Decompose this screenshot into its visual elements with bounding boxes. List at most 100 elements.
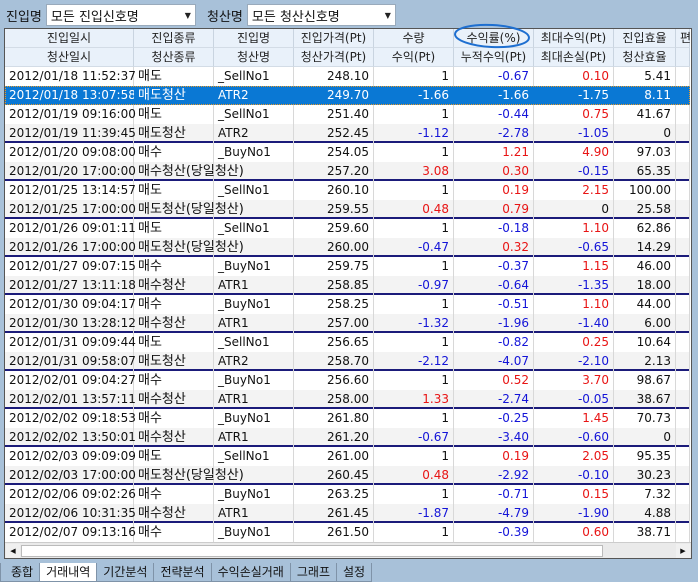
table-cell: -2.12 bbox=[374, 352, 454, 371]
table-cell: 2012/01/25 17:00:00 bbox=[5, 200, 136, 219]
table-cell: 매도 bbox=[134, 447, 214, 466]
table-cell: 0.15 bbox=[534, 485, 614, 504]
table-cell: 매도 bbox=[134, 105, 214, 124]
column-header[interactable]: 청산일시 bbox=[5, 48, 134, 67]
table-cell: _BuyNo1 bbox=[214, 143, 294, 162]
column-header[interactable]: 청산효율 bbox=[614, 48, 676, 67]
table-cell: 261.00 bbox=[294, 447, 374, 466]
table-cell: -4.07 bbox=[454, 352, 534, 371]
table-cell-partial bbox=[676, 200, 690, 219]
table-row[interactable]: 2012/02/03 09:09:09 매도 _SellNo1 261.00 1 0.19… bbox=[5, 447, 690, 466]
table-cell: -2.92 bbox=[454, 466, 534, 485]
table-row[interactable]: 2012/01/25 13:14:57 매도 _SellNo1 260.10 1 0.19… bbox=[5, 181, 690, 200]
column-header[interactable]: 수익(Pt) bbox=[374, 48, 454, 67]
table-row[interactable]: 2012/02/06 09:02:26 매수 _BuyNo1 263.25 1 -0.71… bbox=[5, 485, 690, 504]
table-cell: 260.45 bbox=[294, 466, 374, 485]
table-cell: -1.66 bbox=[454, 86, 534, 105]
table-cell-partial bbox=[676, 162, 690, 181]
table-row[interactable]: 2012/01/31 09:09:44 매도 _SellNo1 256.65 1 -0.8… bbox=[5, 333, 690, 352]
table-row[interactable]: 2012/01/27 09:07:15 매수 _BuyNo1 259.75 1 -0.37… bbox=[5, 257, 690, 276]
table-cell: 매수청산 bbox=[134, 314, 214, 333]
column-header[interactable]: 편 bbox=[676, 29, 691, 48]
table-cell: 260.10 bbox=[294, 181, 374, 200]
table-row[interactable]: 2012/02/01 13:57:11 매수청산 ATR1 258.00 1.33 -2.… bbox=[5, 390, 690, 409]
entry-signal-select[interactable]: 모든 진입신호명 ▼ bbox=[45, 4, 196, 26]
column-header[interactable]: 수량 bbox=[374, 29, 454, 48]
scroll-right-icon[interactable]: ▶ bbox=[676, 544, 690, 558]
table-cell: 매도청산(당일청산) bbox=[134, 238, 244, 257]
table-row[interactable]: 2012/01/31 09:58:07 매도청산 ATR2 258.70 -2.12 -4… bbox=[5, 352, 690, 371]
column-header[interactable] bbox=[676, 48, 690, 67]
table-cell: -1.32 bbox=[374, 314, 454, 333]
table-cell: -1.87 bbox=[374, 504, 454, 523]
table-row[interactable]: 2012/01/20 17:00:00 매수청산(당일청산) 257.20 3.08 0… bbox=[5, 162, 690, 181]
table-row[interactable]: 2012/02/01 09:04:27 매수 _BuyNo1 256.60 1 0.52 3… bbox=[5, 371, 690, 390]
trade-history-grid[interactable]: 2012/01/18 11:52:37 매도 _SellNo1 248.10 1 -0.6… bbox=[4, 28, 692, 559]
column-header[interactable]: 청산명 bbox=[214, 48, 294, 67]
tab-6[interactable]: 설정 bbox=[335, 563, 373, 582]
table-cell: 0.30 bbox=[454, 162, 534, 181]
table-cell: 100.00 bbox=[614, 181, 676, 200]
table-row[interactable]: 2012/01/20 09:08:00 매수 _BuyNo1 254.05 1 1.21 4… bbox=[5, 143, 690, 162]
table-row[interactable]: 2012/02/06 10:31:35 매수청산 ATR1 261.45 -1.87 -4… bbox=[5, 504, 690, 523]
scroll-left-icon[interactable]: ◀ bbox=[6, 544, 20, 558]
table-cell: -0.47 bbox=[374, 238, 454, 257]
table-cell: 30.23 bbox=[614, 466, 676, 485]
table-cell: 매수 bbox=[134, 143, 214, 162]
table-cell: -1.05 bbox=[534, 124, 614, 143]
column-header[interactable]: 진입일시 bbox=[5, 29, 134, 48]
table-cell: 0.48 bbox=[374, 466, 454, 485]
table-cell: 0.75 bbox=[534, 105, 614, 124]
table-row[interactable]: 2012/01/18 11:52:37 매도 _SellNo1 248.10 1 -0.6… bbox=[5, 67, 690, 86]
scroll-thumb[interactable] bbox=[21, 545, 603, 557]
table-row[interactable]: 2012/01/18 13:07:58 매도청산 ATR2 249.70 -1.66 -1… bbox=[5, 86, 690, 105]
header-row: 진입일시 진입종류 진입명 진입가격(Pt) 수량 수익률(%) 최대수익(Pt) 진입효율 편 bbox=[5, 29, 691, 48]
table-row[interactable]: 2012/02/02 09:18:53 매수 _BuyNo1 261.80 1 -0.25… bbox=[5, 409, 690, 428]
table-row[interactable]: 2012/01/27 13:11:18 매수청산 ATR1 258.85 -0.97 -0… bbox=[5, 276, 690, 295]
tab-3[interactable]: 전략분석 bbox=[153, 563, 212, 582]
chevron-down-icon[interactable]: ▼ bbox=[384, 10, 391, 20]
table-cell: -2.74 bbox=[454, 390, 534, 409]
table-cell: 1.10 bbox=[534, 295, 614, 314]
tab-5[interactable]: 그래프 bbox=[289, 563, 337, 582]
column-header[interactable]: 진입명 bbox=[214, 29, 294, 48]
table-cell: 2012/02/02 09:18:53 bbox=[5, 409, 136, 428]
tab-4[interactable]: 수익손실거래 bbox=[210, 563, 291, 582]
table-cell: 98.67 bbox=[614, 371, 676, 390]
table-cell: 1 bbox=[374, 447, 454, 466]
table-row[interactable]: 2012/01/26 17:00:00 매도청산(당일청산) 260.00 -0.47… bbox=[5, 238, 690, 257]
exit-signal-select[interactable]: 모든 청산신호명 ▼ bbox=[246, 4, 396, 26]
table-cell: 256.60 bbox=[294, 371, 374, 390]
tab-2[interactable]: 기간분석 bbox=[96, 563, 155, 582]
column-header[interactable]: 진입종류 bbox=[134, 29, 214, 48]
table-row[interactable]: 2012/01/19 09:16:00 매도 _SellNo1 251.40 1 -0.4… bbox=[5, 105, 690, 124]
table-row[interactable]: 2012/02/07 09:13:16 매수 _BuyNo1 261.50 1 -0.39… bbox=[5, 523, 690, 542]
table-row[interactable]: 2012/01/25 17:00:00 매도청산(당일청산) 259.55 0.48 0… bbox=[5, 200, 690, 219]
column-header[interactable]: 청산종류 bbox=[134, 48, 214, 67]
horizontal-scrollbar[interactable]: ◀ ▶ bbox=[5, 542, 691, 558]
tab-1[interactable]: 거래내역 bbox=[39, 563, 98, 582]
table-row[interactable]: 2012/01/26 09:01:11 매도 _SellNo1 259.60 1 -0.1… bbox=[5, 219, 690, 238]
table-cell: 258.25 bbox=[294, 295, 374, 314]
table-cell: 2.05 bbox=[534, 447, 614, 466]
table-cell: _BuyNo1 bbox=[214, 371, 294, 390]
table-row[interactable]: 2012/01/19 11:39:45 매도청산 ATR2 252.45 -1.12 -2… bbox=[5, 124, 690, 143]
table-cell: 261.50 bbox=[294, 523, 374, 542]
table-row[interactable]: 2012/02/03 17:00:00 매도청산(당일청산) 260.45 0.48-… bbox=[5, 466, 690, 485]
table-cell: -0.10 bbox=[534, 466, 614, 485]
column-header[interactable]: 청산가격(Pt) bbox=[294, 48, 374, 67]
column-header[interactable]: 진입가격(Pt) bbox=[294, 29, 374, 48]
tab-0[interactable]: 종합 bbox=[0, 563, 41, 582]
column-header[interactable]: 누적수익(Pt) bbox=[454, 48, 534, 67]
table-row[interactable]: 2012/01/30 13:28:12 매수청산 ATR1 257.00 -1.32 -1… bbox=[5, 314, 690, 333]
table-row[interactable]: 2012/01/30 09:04:17 매수 _BuyNo1 258.25 1 -0.51… bbox=[5, 295, 690, 314]
column-header[interactable]: 수익률(%) bbox=[454, 29, 534, 48]
table-cell-partial bbox=[676, 333, 690, 352]
chevron-down-icon[interactable]: ▼ bbox=[184, 10, 191, 20]
column-header[interactable]: 최대수익(Pt) bbox=[534, 29, 614, 48]
column-header[interactable]: 진입효율 bbox=[614, 29, 676, 48]
table-cell: -1.90 bbox=[534, 504, 614, 523]
table-row[interactable]: 2012/02/02 13:50:01 매수청산 ATR1 261.20 -0.67 -3… bbox=[5, 428, 690, 447]
column-header[interactable]: 최대손실(Pt) bbox=[534, 48, 614, 67]
table-cell: 2012/01/20 09:08:00 bbox=[5, 143, 136, 162]
